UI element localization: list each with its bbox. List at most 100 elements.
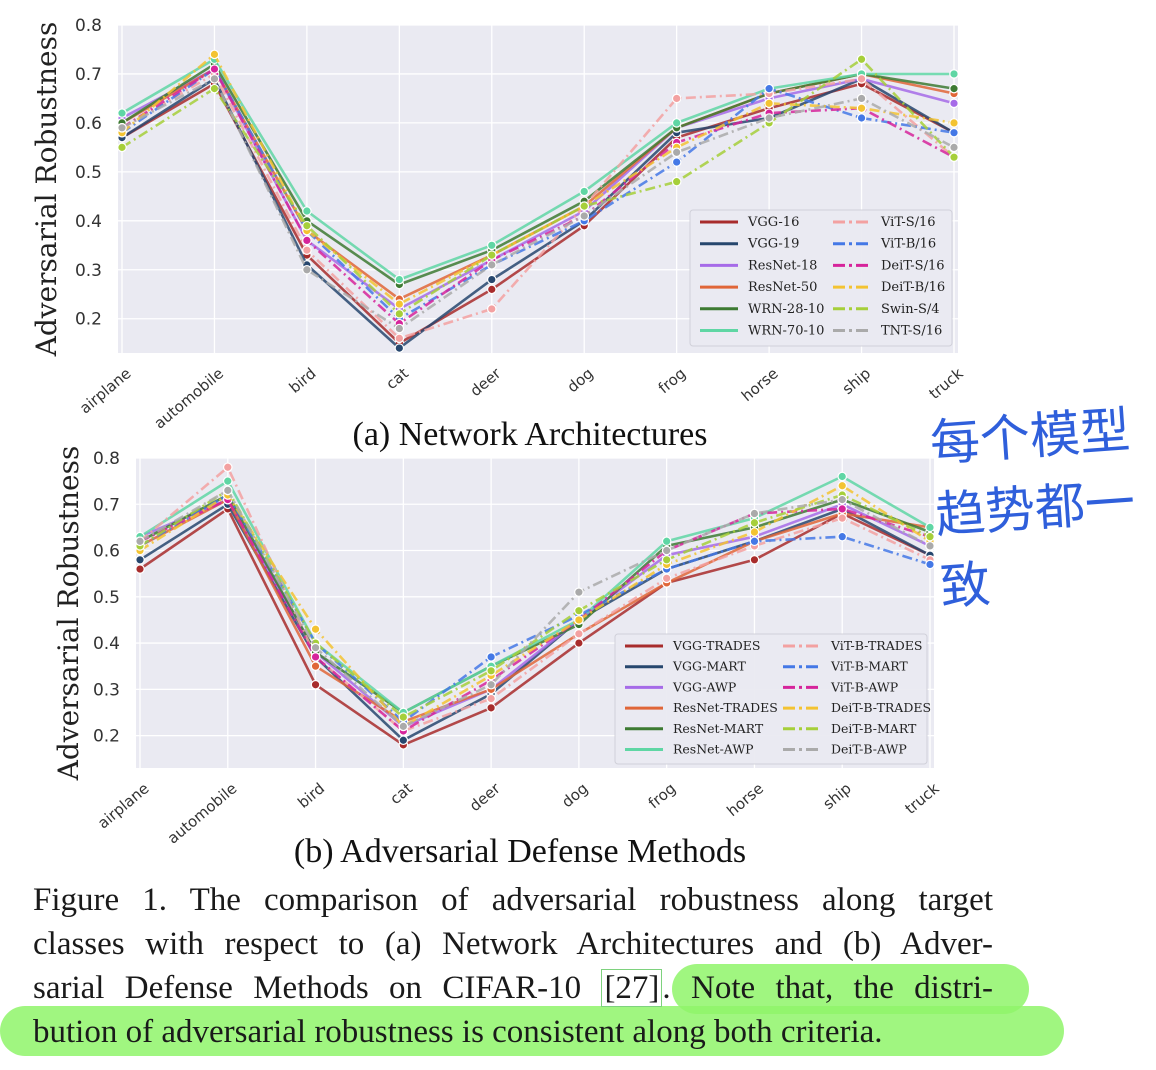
legend-label: ViT-B-TRADES: [830, 638, 922, 653]
series-line-vit-b-16: [121, 67, 955, 321]
y-tick-label: 0.4: [75, 212, 102, 232]
legend-label: ResNet-AWP: [673, 742, 754, 757]
data-point: [310, 642, 321, 653]
legend-label: TNT-S/16: [881, 324, 942, 339]
data-point: [856, 103, 867, 114]
caption-line-3: sarial Defense Methods on CIFAR-10 [27].…: [33, 966, 993, 1010]
data-point: [209, 83, 220, 94]
data-point: [398, 721, 409, 732]
legend-label: ViT-S/16: [880, 215, 936, 230]
y-tick-label: 0.6: [93, 542, 120, 562]
data-point: [949, 69, 959, 79]
legend-label: ResNet-MART: [673, 721, 764, 736]
series-line-resnet-mart: [139, 493, 931, 714]
legend-label: WRN-70-10: [748, 324, 824, 339]
chart-1: 0.2 0.3 0.4 0.5 0.6 0.7 0.8 airplane automobile b…: [52, 446, 943, 870]
data-point: [486, 260, 497, 270]
caption-line-3-prefix: sarial Defense Methods on CIFAR-10: [33, 970, 602, 1006]
caption-line-2: classes with respect to (a) Network Arch…: [33, 922, 993, 966]
chart-subcaption: (b) Adversarial Defense Methods: [294, 833, 746, 870]
data-point: [671, 176, 682, 187]
legend-box: [614, 633, 928, 765]
data-point: [209, 74, 220, 84]
legend-label: ResNet-18: [748, 258, 817, 273]
data-point: [837, 480, 848, 491]
data-point: [394, 343, 405, 353]
legend-box: [689, 209, 953, 347]
series-line-resnet-trades: [139, 498, 931, 724]
data-point: [925, 531, 935, 542]
data-point: [222, 485, 233, 496]
annotation-line-2: 趋势都一致: [933, 472, 1137, 617]
series-line-deit-b-awp: [139, 489, 931, 728]
legend-label: ResNet-TRADES: [673, 700, 778, 715]
data-point: [574, 638, 584, 648]
y-tick-label: 0.2: [75, 310, 102, 330]
series-line-wrn-70-10: [121, 57, 954, 281]
series-line-deit-b-mart: [139, 489, 931, 719]
data-point: [302, 264, 312, 275]
x-tick-label: horse: [723, 779, 767, 820]
data-point: [574, 629, 584, 639]
data-point: [486, 250, 497, 260]
citation-link[interactable]: [27]: [601, 969, 663, 1007]
legend-label: VGG-19: [747, 237, 799, 252]
legend-label: DeiT-S/16: [881, 258, 945, 273]
data-point: [579, 186, 590, 197]
chart-0: 0.2 0.3 0.4 0.5 0.6 0.7 0.8 airplane automobile b…: [30, 16, 967, 453]
y-tick-label: 0.3: [93, 680, 120, 700]
data-point: [117, 123, 127, 133]
data-point: [661, 554, 672, 565]
data-point: [394, 309, 405, 319]
data-point: [949, 152, 959, 162]
y-tick-label: 0.6: [75, 114, 102, 134]
data-point: [925, 522, 935, 533]
data-point: [135, 554, 145, 565]
legend-label: ViT-B-MART: [830, 659, 908, 674]
y-tick-label: 0.2: [93, 727, 120, 747]
data-point: [856, 54, 867, 65]
y-tick-label: 0.7: [75, 65, 102, 85]
data-point: [310, 679, 321, 690]
data-point: [486, 274, 497, 285]
x-tick-label: automobile: [151, 364, 227, 432]
caption-line-1: Figure 1. The comparison of adversarial …: [33, 882, 993, 918]
x-tick-label: ship: [839, 364, 874, 398]
legend-label: WRN-28-10: [748, 302, 824, 317]
data-point: [749, 508, 760, 519]
x-tick-label: automobile: [164, 779, 240, 847]
caption-line-4: bution of adversarial robustness is cons…: [33, 1014, 883, 1050]
figure-caption: Figure 1. The comparison of adversarial …: [33, 878, 993, 1054]
data-point: [486, 304, 497, 314]
data-point: [764, 83, 774, 94]
series-line-tnt-s-16: [121, 77, 955, 330]
legend-label: DeiT-B-MART: [831, 721, 917, 736]
caption-line-3-suffix: . Note that, the distri-: [662, 970, 993, 1006]
data-point: [671, 118, 682, 128]
data-point: [117, 142, 127, 153]
data-point: [949, 83, 959, 94]
legend-label: DeiT-B-TRADES: [831, 700, 931, 715]
legend-label: VGG-16: [747, 215, 799, 230]
legend-label: VGG-MART: [672, 659, 746, 674]
data-point: [394, 323, 405, 334]
data-point: [661, 545, 672, 556]
x-tick-label: cat: [382, 364, 412, 393]
x-tick-label: deer: [467, 364, 505, 400]
x-tick-label: horse: [738, 364, 782, 405]
data-point: [302, 235, 312, 246]
chart-subcaption: (a) Network Architectures: [353, 416, 708, 453]
data-point: [209, 64, 220, 74]
data-point: [749, 527, 760, 537]
x-tick-label: truck: [926, 364, 967, 403]
data-point: [925, 559, 935, 570]
data-point: [949, 98, 959, 109]
x-tick-label: deer: [466, 779, 504, 815]
data-point: [574, 615, 584, 625]
data-point: [398, 712, 409, 722]
legend-label: VGG-AWP: [672, 679, 736, 694]
data-point: [837, 513, 848, 523]
data-point: [671, 157, 682, 167]
legend-label: DeiT-B/16: [881, 280, 945, 295]
